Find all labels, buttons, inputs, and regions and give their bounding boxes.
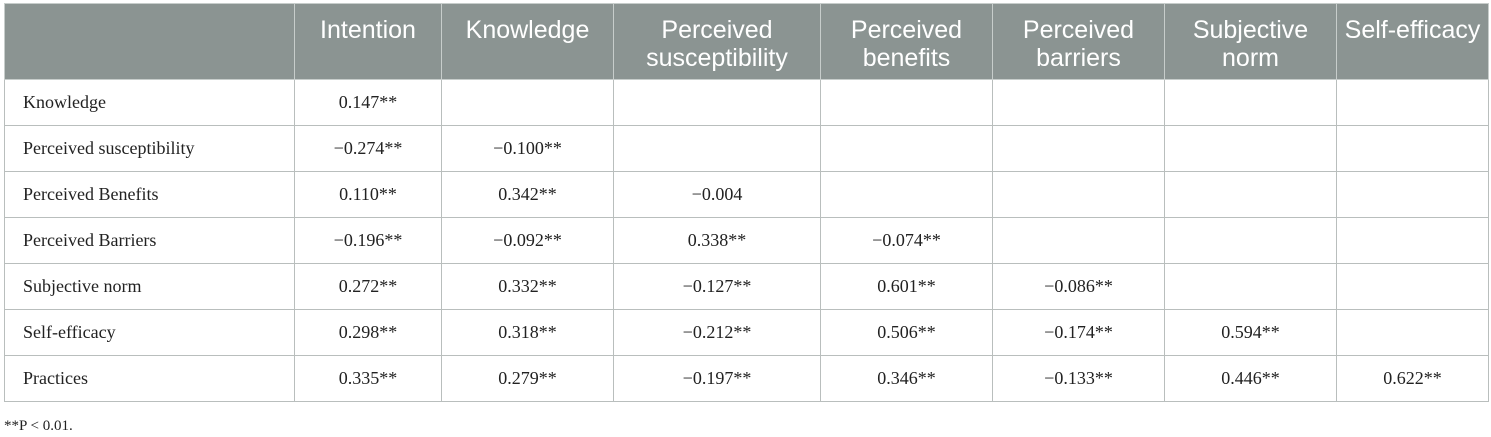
correlation-cell: 0.298**: [294, 309, 442, 356]
correlation-cell: [1336, 125, 1489, 172]
correlation-cell: [1336, 171, 1489, 218]
correlation-cell: [1336, 309, 1489, 356]
table-row: Perceived Benefits 0.110** 0.342** −0.004: [4, 171, 1489, 218]
correlation-cell: [613, 125, 821, 172]
correlation-cell: [1164, 217, 1337, 264]
table-row: Self-efficacy 0.298** 0.318** −0.212** 0.506…: [4, 309, 1489, 356]
correlation-cell: −0.196**: [294, 217, 442, 264]
correlation-cell: 0.506**: [820, 309, 993, 356]
table-row: Perceived Barriers −0.196** −0.092** 0.338*…: [4, 217, 1489, 264]
correlation-cell: −0.127**: [613, 263, 821, 310]
correlation-cell: −0.197**: [613, 355, 821, 402]
correlation-cell: −0.174**: [992, 309, 1165, 356]
correlation-cell: [1336, 79, 1489, 126]
row-label: Perceived susceptibility: [4, 125, 295, 172]
correlation-cell: 0.335**: [294, 355, 442, 402]
correlation-cell: 0.147**: [294, 79, 442, 126]
correlation-cell: −0.092**: [441, 217, 614, 264]
correlation-cell: −0.212**: [613, 309, 821, 356]
correlation-cell: [1164, 171, 1337, 218]
correlation-cell: 0.272**: [294, 263, 442, 310]
table-row: Perceived susceptibility −0.274** −0.100**: [4, 125, 1489, 172]
column-header: Perceived susceptibility: [613, 3, 821, 80]
correlation-cell: −0.133**: [992, 355, 1165, 402]
correlation-cell: 0.346**: [820, 355, 993, 402]
correlation-cell: 0.594**: [1164, 309, 1337, 356]
correlation-cell: [992, 79, 1165, 126]
correlation-cell: 0.601**: [820, 263, 993, 310]
correlation-cell: 0.332**: [441, 263, 614, 310]
correlation-cell: −0.004: [613, 171, 821, 218]
correlation-cell: [1336, 263, 1489, 310]
row-label: Knowledge: [4, 79, 295, 126]
correlation-cell: [992, 125, 1165, 172]
correlation-cell: 0.318**: [441, 309, 614, 356]
table-header: Intention Knowledge Perceived susceptibili…: [4, 3, 1489, 80]
correlation-cell: [1164, 263, 1337, 310]
correlation-cell: 0.622**: [1336, 355, 1489, 402]
correlation-cell: [992, 171, 1165, 218]
column-header: Perceived barriers: [992, 3, 1165, 80]
column-header: Knowledge: [441, 3, 614, 80]
correlation-cell: [441, 79, 614, 126]
correlation-cell: −0.100**: [441, 125, 614, 172]
column-header: Intention: [294, 3, 442, 80]
correlation-cell: [1164, 79, 1337, 126]
correlation-cell: −0.074**: [820, 217, 993, 264]
row-label: Subjective norm: [4, 263, 295, 310]
correlation-cell: [820, 125, 993, 172]
correlation-table: Intention Knowledge Perceived susceptibili…: [4, 3, 1489, 402]
correlation-cell: 0.446**: [1164, 355, 1337, 402]
correlation-cell: −0.086**: [992, 263, 1165, 310]
row-label: Perceived Benefits: [4, 171, 295, 218]
header-cell-blank: [4, 3, 295, 80]
correlation-cell: [820, 171, 993, 218]
correlation-cell: [613, 79, 821, 126]
correlation-cell: 0.279**: [441, 355, 614, 402]
column-header: Perceived benefits: [820, 3, 993, 80]
table-row: Subjective norm 0.272** 0.332** −0.127** 0.6…: [4, 263, 1489, 310]
table-row: Practices 0.335** 0.279** −0.197** 0.346** −0…: [4, 355, 1489, 402]
footnote: **P < 0.01.: [4, 418, 73, 434]
header-row: Intention Knowledge Perceived susceptibili…: [4, 3, 1489, 80]
correlation-cell: −0.274**: [294, 125, 442, 172]
correlation-cell: [1164, 125, 1337, 172]
row-label: Practices: [4, 355, 295, 402]
correlation-cell: [1336, 217, 1489, 264]
column-header: Self-efficacy: [1336, 3, 1489, 80]
table-body: Knowledge 0.147** Perceived susceptibility…: [4, 79, 1489, 402]
correlation-cell: 0.338**: [613, 217, 821, 264]
correlation-cell: 0.342**: [441, 171, 614, 218]
row-label: Self-efficacy: [4, 309, 295, 356]
table-row: Knowledge 0.147**: [4, 79, 1489, 126]
correlation-cell: 0.110**: [294, 171, 442, 218]
column-header: Subjective norm: [1164, 3, 1337, 80]
correlation-cell: [820, 79, 993, 126]
row-label: Perceived Barriers: [4, 217, 295, 264]
correlation-cell: [992, 217, 1165, 264]
